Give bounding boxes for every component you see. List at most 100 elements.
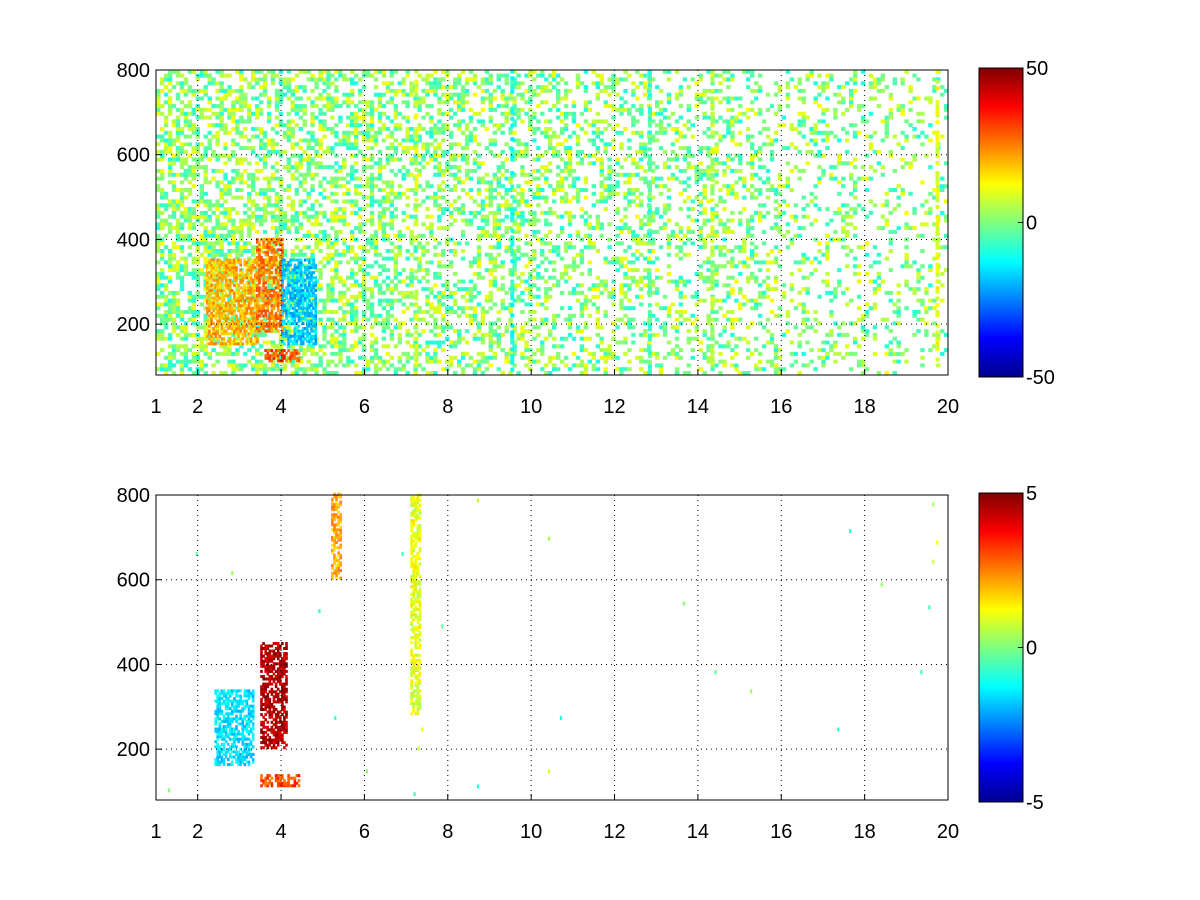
- heatmap-cell: [397, 332, 402, 337]
- heatmap-cell: [698, 161, 703, 166]
- heatmap-cell: [385, 325, 391, 330]
- heatmap-cell: [678, 207, 684, 212]
- heatmap-cell: [559, 229, 565, 234]
- heatmap-cell: [338, 207, 343, 212]
- heatmap-cell: [393, 233, 398, 238]
- heatmap-cell: [742, 371, 747, 375]
- heatmap-cell: [690, 348, 695, 353]
- heatmap-cell: [472, 260, 478, 265]
- heatmap-cell: [179, 283, 185, 288]
- heatmap-cell: [647, 283, 652, 288]
- heatmap-cell: [702, 279, 707, 284]
- heatmap-cell: [259, 222, 264, 227]
- heatmap-cell: [239, 96, 244, 101]
- heatmap-cell: [338, 306, 343, 311]
- heatmap-cell: [544, 127, 549, 131]
- heatmap-cell: [449, 165, 454, 170]
- heatmap-cell: [219, 81, 224, 86]
- heatmap-cell: [318, 344, 323, 349]
- heatmap-cell: [623, 191, 628, 196]
- heatmap-cell: [674, 153, 680, 158]
- heatmap-cell: [556, 214, 561, 219]
- heatmap-cell: [714, 161, 719, 166]
- heatmap-cell: [361, 184, 367, 189]
- heatmap-cell: [449, 134, 454, 139]
- heatmap-cell: [203, 226, 208, 231]
- heatmap-cell: [552, 336, 557, 341]
- heatmap-cell: [520, 329, 525, 334]
- heatmap-cell: [270, 363, 276, 368]
- heatmap-cell: [369, 287, 375, 292]
- heatmap-cell: [373, 371, 379, 375]
- heatmap-cell: [619, 367, 624, 372]
- heatmap-cell: [421, 77, 426, 82]
- heatmap-cell: [512, 222, 517, 227]
- heatmap-cell: [156, 149, 161, 154]
- heatmap-cell: [171, 207, 177, 212]
- heatmap-cell: [460, 207, 466, 212]
- heatmap-cell: [738, 371, 743, 375]
- heatmap-cell: [334, 85, 339, 90]
- heatmap-cell: [239, 233, 244, 238]
- heatmap-cell: [294, 371, 299, 375]
- heatmap-cell: [556, 115, 561, 120]
- heatmap-cell: [496, 218, 501, 223]
- heatmap-cell: [334, 130, 339, 135]
- heatmap-cell: [611, 290, 616, 295]
- heatmap-cell: [377, 287, 383, 292]
- heatmap-cell: [223, 207, 228, 212]
- heatmap-cell: [156, 367, 161, 372]
- heatmap-cell: [160, 222, 165, 227]
- heatmap-cell: [338, 252, 343, 257]
- heatmap-cell: [326, 195, 331, 200]
- heatmap-cell: [453, 142, 458, 147]
- heatmap-cell: [623, 256, 628, 261]
- heatmap-cell: [734, 264, 739, 269]
- heatmap-cell: [583, 88, 589, 93]
- heatmap-cell: [405, 294, 410, 299]
- heatmap-cell: [207, 146, 212, 151]
- heatmap-cell: [607, 237, 612, 242]
- heatmap-cell: [647, 195, 652, 200]
- heatmap-cell: [615, 157, 620, 162]
- heatmap-cell: [599, 73, 604, 78]
- heatmap-cell: [655, 104, 660, 109]
- heatmap-cell: [251, 363, 256, 368]
- heatmap-cell: [183, 214, 189, 219]
- heatmap-cell: [714, 203, 719, 208]
- heatmap-cell: [508, 127, 513, 131]
- heatmap-cell: [445, 226, 450, 231]
- heatmap-cell: [480, 321, 486, 326]
- heatmap-cell: [591, 153, 596, 158]
- heatmap-cell: [512, 111, 517, 116]
- heatmap-cell: [563, 355, 569, 360]
- heatmap-cell: [270, 344, 276, 349]
- heatmap-cell: [627, 229, 632, 234]
- heatmap-cell: [500, 348, 505, 353]
- heatmap-cell: [266, 142, 272, 147]
- heatmap-cell: [540, 275, 545, 280]
- heatmap-cell: [163, 77, 169, 82]
- heatmap-cell: [540, 111, 545, 116]
- heatmap-cell: [274, 130, 280, 135]
- heatmap-cell: [674, 245, 680, 250]
- heatmap-cell: [686, 119, 691, 124]
- heatmap-cell: [342, 294, 347, 299]
- heatmap-cell: [167, 134, 173, 139]
- heatmap-cell: [619, 256, 624, 261]
- heatmap-cell: [187, 100, 193, 105]
- heatmap-cell: [397, 157, 402, 162]
- heatmap-cell: [219, 180, 224, 185]
- heatmap-cell: [607, 157, 612, 162]
- heatmap-cell: [203, 287, 208, 292]
- heatmap-cell: [504, 203, 509, 208]
- heatmap-cell: [262, 367, 268, 372]
- heatmap-cell: [171, 241, 177, 246]
- heatmap-cell: [203, 69, 208, 74]
- heatmap-cell: [306, 218, 311, 223]
- heatmap-cell: [698, 172, 703, 177]
- heatmap-cell: [278, 332, 284, 337]
- heatmap-cell: [540, 73, 545, 78]
- heatmap-cell: [175, 233, 181, 238]
- heatmap-cell: [401, 321, 406, 326]
